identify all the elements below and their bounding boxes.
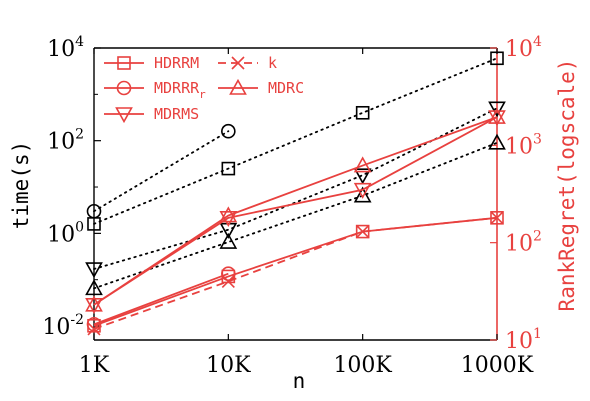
y-axis-right-title: RankRegret(logscale) xyxy=(555,59,579,312)
rank-regret-point xyxy=(87,322,101,336)
y-right-tick-label: 102 xyxy=(505,229,542,257)
x-tick-label: 10K xyxy=(206,353,251,378)
time-point xyxy=(353,186,372,203)
x-axis-title: n xyxy=(293,369,306,393)
y-left-tick-label: 100 xyxy=(47,219,84,247)
time-line xyxy=(93,57,498,225)
rank-regret-point xyxy=(221,274,235,288)
time-point xyxy=(488,133,506,150)
legend-label: HDRRM xyxy=(154,54,199,72)
rank-regret-point xyxy=(221,266,236,281)
legend-marker xyxy=(231,56,245,70)
y-right-tick-label: 103 xyxy=(505,131,542,159)
legend: HDRRM k MDRRRr MDRC MDRMS xyxy=(104,54,304,124)
rank-regret-point xyxy=(490,211,504,225)
time-line xyxy=(93,141,498,290)
legend-label: MDRC xyxy=(268,79,304,97)
y-right-tick-label: 101 xyxy=(505,326,542,354)
x-tick-label: 100K xyxy=(333,353,392,378)
time-point xyxy=(221,161,236,176)
y-left-tick-label: 102 xyxy=(47,127,84,155)
time-point xyxy=(221,123,236,139)
legend-marker xyxy=(229,78,247,95)
rank-regret-line xyxy=(93,116,498,306)
time-point xyxy=(353,168,372,185)
legend-marker xyxy=(115,107,133,124)
time-point xyxy=(86,203,102,219)
time-line xyxy=(93,130,230,213)
rank-regret-point xyxy=(86,316,102,332)
rank-regret-point xyxy=(85,297,103,314)
rank-regret-line xyxy=(93,272,229,326)
time-point xyxy=(85,279,103,296)
legend-marker xyxy=(116,80,132,96)
time-point xyxy=(219,232,238,249)
x-tick-label: 1000K xyxy=(461,353,534,378)
rank-regret-line xyxy=(93,216,498,330)
rank-regret-point xyxy=(219,211,238,227)
legend-label: MDRRRr xyxy=(154,79,206,101)
axis-ticks: 1K 10K 100K 1000K 10-2 100 102 104 101 102 103 104 xyxy=(42,34,542,378)
legend-label: k xyxy=(268,54,277,72)
rank-regret-line xyxy=(93,216,498,327)
time-point xyxy=(488,101,506,118)
y-axis-left-title: time(s) xyxy=(9,141,33,230)
plot-frame xyxy=(93,47,498,341)
time-point xyxy=(355,105,370,120)
rank-regret-point xyxy=(488,110,506,127)
rank-regret-line xyxy=(93,116,498,306)
rank-regret-series-group xyxy=(85,107,506,336)
rank-regret-point xyxy=(490,211,504,225)
legend-marker xyxy=(117,56,131,70)
y-right-tick-label: 104 xyxy=(505,34,542,62)
rank-regret-point xyxy=(353,156,372,173)
rank-regret-point xyxy=(219,206,238,223)
time-point xyxy=(85,262,103,279)
y-left-tick-label: 104 xyxy=(47,34,84,62)
y-left-tick-label: 10-2 xyxy=(42,312,84,340)
time-point xyxy=(490,51,504,66)
time-line xyxy=(93,107,498,270)
x-tick-label: 1K xyxy=(79,353,110,378)
rank-regret-point xyxy=(353,182,372,199)
legend-label: MDRMS xyxy=(154,105,199,123)
rank-regret-point xyxy=(356,225,370,239)
